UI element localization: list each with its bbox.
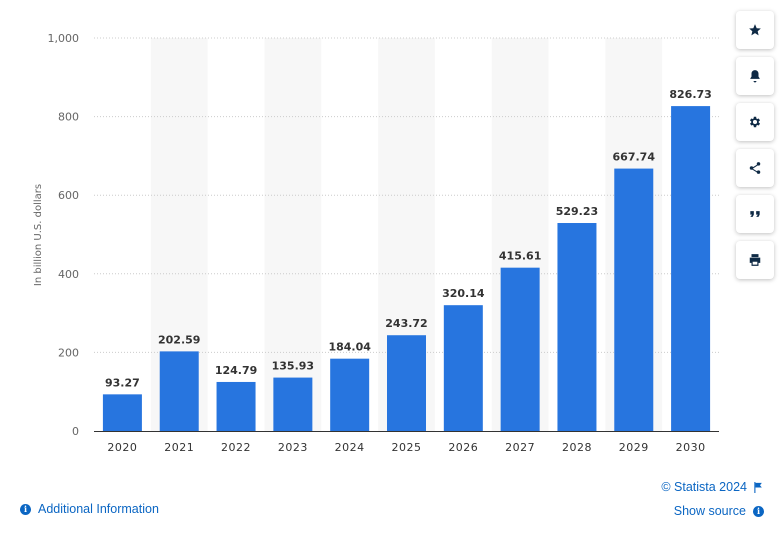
data-label-2023: 135.93 [272, 360, 314, 373]
x-tick-label: 2027 [505, 441, 535, 454]
y-tick-label: 0 [72, 425, 79, 438]
additional-information-label: Additional Information [38, 502, 159, 516]
data-label-2027: 415.61 [499, 250, 541, 263]
x-axis-ticks: 2020 2021 2022 2023 2024 2025 2026 2027 2028 2029… [107, 441, 705, 454]
data-label-2022: 124.79 [215, 364, 257, 377]
additional-information-link[interactable]: i Additional Information [20, 502, 159, 516]
info-icon: i [20, 503, 31, 515]
y-axis-label: In billion U.S. dollars [33, 184, 44, 286]
bar-2020[interactable] [102, 394, 142, 431]
bars [102, 106, 711, 432]
bar-chart: 0 200 400 600 800 1,000 93.27 202.59 124.79 135.… [33, 32, 719, 454]
y-tick-label: 600 [58, 189, 79, 202]
bar-2027[interactable] [500, 267, 540, 431]
info-icon: i [753, 505, 764, 517]
x-tick-label: 2029 [619, 441, 649, 454]
show-source-label: Show source [673, 504, 746, 518]
copyright[interactable]: © Statista 2024 [661, 480, 763, 494]
bar-2025[interactable] [387, 335, 426, 431]
chart-toolbar [736, 11, 774, 287]
x-tick-label: 2022 [221, 441, 251, 454]
gear-icon [749, 116, 761, 128]
favorite-button[interactable] [736, 11, 774, 49]
y-axis-ticks: 0 200 400 600 800 1,000 [48, 32, 80, 438]
y-tick-label: 200 [58, 346, 79, 359]
data-labels: 93.27 202.59 124.79 135.93 184.04 243.72 320.1… [105, 88, 712, 389]
data-label-2029: 667.74 [613, 151, 656, 164]
data-label-2020: 93.27 [105, 376, 140, 389]
x-tick-label: 2030 [676, 441, 706, 454]
x-tick-label: 2028 [562, 441, 592, 454]
bar-2023[interactable] [273, 377, 313, 431]
band-2023 [264, 38, 322, 431]
bell-icon [750, 70, 760, 83]
y-tick-label: 1,000 [48, 32, 80, 45]
data-label-2024: 184.04 [328, 341, 371, 354]
bar-2030[interactable] [671, 106, 711, 432]
settings-button[interactable] [736, 103, 774, 141]
data-label-2021: 202.59 [158, 333, 200, 346]
cite-button[interactable] [736, 195, 774, 233]
x-tick-label: 2020 [107, 441, 137, 454]
y-tick-label: 400 [58, 268, 79, 281]
data-label-2025: 243.72 [385, 317, 427, 330]
printer-icon [749, 254, 761, 266]
flag-icon [754, 481, 762, 493]
bar-2024[interactable] [330, 358, 370, 431]
x-tick-label: 2025 [392, 441, 422, 454]
x-tick-label: 2023 [278, 441, 308, 454]
bar-2021[interactable] [159, 351, 199, 431]
print-button[interactable] [736, 241, 774, 279]
bar-2026[interactable] [443, 305, 483, 431]
copyright-text: © Statista 2024 [661, 480, 747, 494]
notification-button[interactable] [736, 57, 774, 95]
quote-icon [750, 211, 760, 217]
bar-2022[interactable] [216, 381, 256, 431]
x-tick-label: 2024 [335, 441, 365, 454]
data-label-2028: 529.23 [556, 205, 598, 218]
bar-2028[interactable] [557, 223, 597, 431]
share-icon [749, 162, 761, 174]
share-button[interactable] [736, 149, 774, 187]
data-label-2026: 320.14 [442, 287, 485, 300]
star-icon [749, 24, 761, 36]
x-tick-label: 2026 [448, 441, 478, 454]
y-tick-label: 800 [58, 111, 79, 124]
data-label-2030: 826.73 [669, 88, 711, 101]
bar-2029[interactable] [614, 168, 654, 431]
show-source-link[interactable]: Show source i [674, 504, 764, 518]
x-tick-label: 2021 [164, 441, 194, 454]
